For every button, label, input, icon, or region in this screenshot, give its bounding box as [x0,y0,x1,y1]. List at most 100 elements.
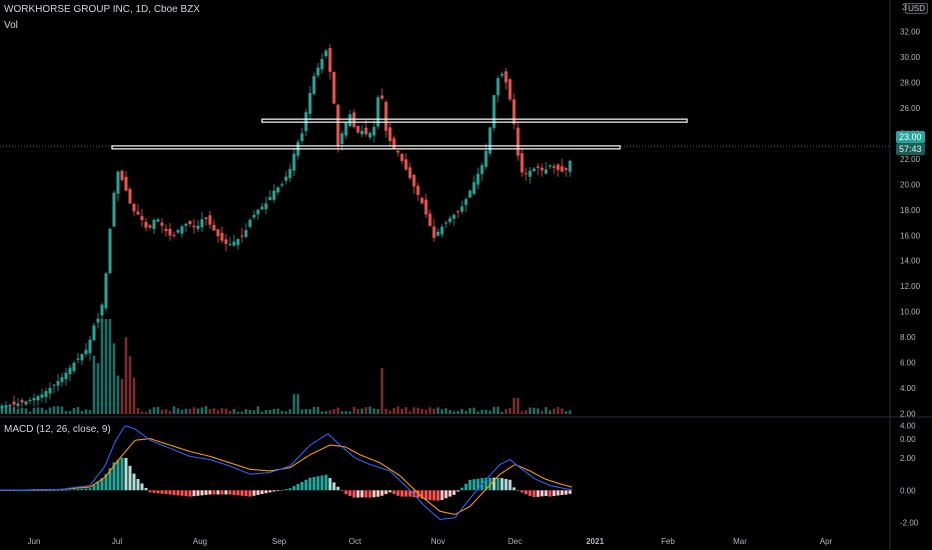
volume-bar [260,411,264,414]
candle-body [264,203,268,209]
macd-histogram-bar [284,489,288,491]
volume-bar [272,408,276,414]
candle-body [332,71,336,104]
volume-bar [512,398,516,414]
candle-body [372,127,376,136]
candle-body [216,229,220,237]
candle-body [244,230,248,237]
volume-bar [208,409,212,414]
volume-bar [84,409,88,414]
volume-bar [392,408,396,414]
candle-body [540,167,544,171]
macd-histogram-bar [280,489,284,491]
macd-histogram-bar [400,490,404,497]
candle-body [412,174,416,187]
candle-body [548,165,552,167]
price-tick-label: 6.00 [900,359,916,368]
volume-bar [324,411,328,414]
macd-histogram-bar [516,490,520,492]
volume-bar [564,411,568,414]
candle-body [136,211,140,215]
volume-bar [32,407,36,414]
macd-histogram-bar [108,468,112,491]
x-tick-label: Nov [431,537,445,546]
volume-bar [384,408,388,414]
candle-body [12,401,16,405]
macd-label: MACD (12, 26, close, 9) [4,424,111,435]
candle-body [544,169,548,174]
macd-line [0,425,573,520]
candle-body [144,221,148,228]
macd-histogram-bar [412,490,416,498]
candle-body [180,226,184,234]
volume-bar [540,410,544,414]
macd-histogram-bar [368,490,372,498]
volume-bar [360,408,364,414]
candle-body [408,167,412,178]
volume-bar [40,407,44,414]
candle-body [228,244,232,246]
candle-body [420,197,424,204]
macd-histogram-bar [320,475,324,491]
price-tick-label: 14.00 [900,257,921,266]
volume-bar [400,408,404,414]
candle-body [400,153,404,161]
macd-histogram-bar [472,479,476,491]
candle-body [336,104,340,147]
macd-histogram-bar [200,490,204,496]
candle-body [116,171,120,194]
volume-bar [228,410,232,414]
volume-bar [16,408,20,414]
macd-histogram-bar [352,490,356,498]
candle-body [240,235,244,237]
candle-body [340,133,344,144]
macd-histogram-bar [168,490,172,495]
candle-body [328,48,332,72]
candle-body [552,166,556,168]
volume-bar [100,319,104,414]
candle-body [524,173,528,175]
macd-histogram-bar [548,490,552,497]
candle-body [168,228,172,236]
macd-histogram-bar [396,490,400,496]
macd-tick-label: 4.00 [900,422,916,431]
candle-body [104,273,108,309]
volume-bar [404,407,408,414]
volume-bar [332,409,336,414]
macd-histogram-bar [68,489,72,491]
candle-body [500,73,504,76]
volume-bar [532,407,536,414]
candle-body [508,79,512,100]
candle-body [360,130,364,135]
volume-bar [388,410,392,414]
candle-body [36,396,40,401]
candle-body [80,354,84,361]
volume-bar [176,408,180,414]
macd-histogram-bar [208,490,212,495]
volume-bar [420,408,424,414]
candle-body [20,400,24,403]
volume-bar [356,409,360,414]
candle-body [312,76,316,94]
volume-bar [148,409,152,414]
volume-bar [456,410,460,414]
macd-histogram-bar [404,490,408,497]
volume-bar [60,406,64,414]
macd-histogram-bar [392,490,396,495]
macd-histogram-bar [416,490,420,498]
currency-badge[interactable]: USD [905,3,928,14]
volume-bar [416,407,420,414]
volume-bar [144,411,148,414]
volume-bar [428,407,432,414]
candle-body [304,112,308,131]
volume-bar [484,409,488,414]
volume-bar [528,407,532,414]
volume-bar [348,411,352,414]
macd-histogram-bar [72,489,76,491]
volume-bar [376,409,380,414]
candle-body [320,59,324,70]
volume-bar [292,394,296,414]
macd-histogram-bar [204,490,208,495]
macd-histogram-bar [248,490,252,497]
candle-body [464,199,468,205]
